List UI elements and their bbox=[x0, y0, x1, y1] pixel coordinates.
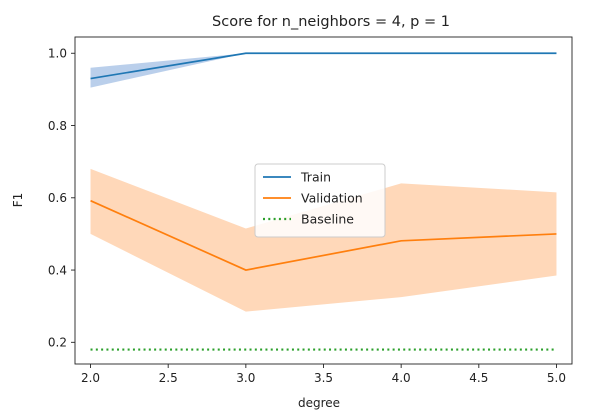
train-band bbox=[90, 53, 557, 88]
legend: Train Validation Baseline bbox=[254, 163, 386, 238]
y-tick-label: 0.2 bbox=[48, 336, 67, 350]
train-line bbox=[90, 52, 557, 80]
lines-layer bbox=[90, 52, 557, 351]
x-tick-label: 2.0 bbox=[81, 371, 100, 385]
x-tick-label: 5.0 bbox=[547, 371, 566, 385]
x-axis-label: degree bbox=[298, 396, 340, 410]
y-tick-label: 0.4 bbox=[48, 263, 67, 277]
x-tick-label: 3.5 bbox=[314, 371, 333, 385]
y-tick-label: 0.8 bbox=[48, 119, 67, 133]
legend-label-validation: Validation bbox=[301, 191, 363, 206]
x-tick-label: 4.5 bbox=[469, 371, 488, 385]
validation-line bbox=[90, 199, 557, 271]
legend-label-baseline: Baseline bbox=[301, 212, 354, 227]
x-axis: 2.0 2.5 3.0 3.5 4.0 4.5 5.0 bbox=[81, 364, 566, 385]
y-axis: 0.2 0.4 0.6 0.8 1.0 bbox=[48, 47, 75, 350]
x-tick-label: 4.0 bbox=[392, 371, 411, 385]
legend-label-train: Train bbox=[300, 170, 331, 185]
x-tick-label: 3.0 bbox=[236, 371, 255, 385]
validation-band bbox=[90, 168, 557, 312]
y-tick-label: 0.6 bbox=[48, 191, 67, 205]
x-tick-label: 2.5 bbox=[159, 371, 178, 385]
legend-box bbox=[254, 163, 386, 238]
y-axis-label: F1 bbox=[11, 193, 25, 208]
y-tick-label: 1.0 bbox=[48, 47, 67, 61]
chart-title: Score for n_neighbors = 4, p = 1 bbox=[212, 14, 450, 30]
bands-layer bbox=[90, 53, 557, 312]
